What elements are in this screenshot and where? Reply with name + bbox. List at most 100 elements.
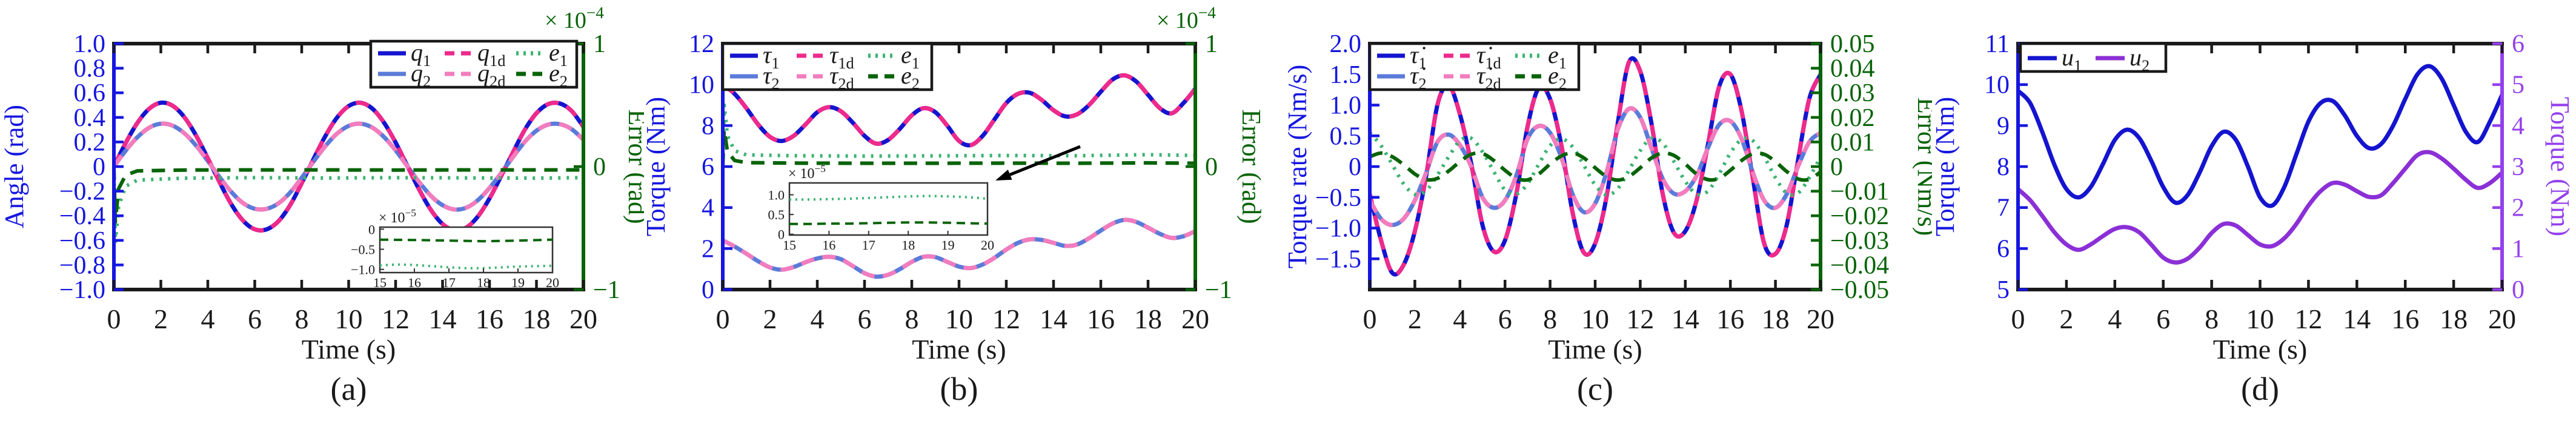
right-axis-label: Error (Nm/s) — [1912, 98, 1932, 236]
x-tick-label: 10 — [1581, 303, 1609, 334]
right-tick-label: 3 — [2512, 153, 2525, 181]
panel-b: 0 2 4 6 8 10 12 14 16 18 20 12 10 8 6 4 2 0 1 0 −1 Torque (Nm… — [644, 0, 1288, 421]
x-tick-label: 18 — [2440, 303, 2468, 334]
panel-c: 0 2 4 6 8 10 12 14 16 18 20 2.0 1.5 1.0 0.5 0 −0.5 −1.0 −1… — [1288, 0, 1932, 421]
x-tick-label: 20 — [1807, 303, 1834, 334]
x-tick-label: 8 — [905, 303, 919, 334]
x-tick-label: 20 — [2488, 303, 2516, 334]
inset-x-tick-label: 16 — [822, 237, 835, 253]
x-tick-label: 4 — [1453, 303, 1467, 334]
right-tick-label: 1 — [1205, 30, 1218, 58]
right-tick-label: −0.04 — [1830, 251, 1889, 279]
legend-label-main: e — [901, 62, 912, 89]
inset-x-tick-label: 18 — [901, 237, 915, 253]
left-tick-label: −1.5 — [1315, 245, 1361, 273]
panel-caption: (c) — [1577, 371, 1613, 407]
right-tick-label: 0 — [593, 153, 606, 181]
right-axis-offset: × 10−4 — [545, 4, 604, 33]
inset-x-tick-label: 15 — [373, 275, 387, 290]
legend-label-main: q — [411, 59, 423, 87]
panel-caption: (d) — [2241, 371, 2279, 407]
left-tick-label: 0.2 — [74, 128, 106, 156]
x-tick-label: 16 — [476, 303, 503, 334]
x-axis-label: Time (s) — [302, 334, 396, 365]
left-tick-label: 11 — [1985, 30, 2010, 58]
x-tick-label: 4 — [201, 303, 215, 334]
left-tick-label: 10 — [1984, 71, 2010, 99]
x-tick-label: 12 — [382, 303, 410, 334]
left-tick-label: 6 — [1997, 235, 2010, 263]
right-tick-label: −0.03 — [1830, 227, 1889, 255]
legend-label: u2 — [2130, 44, 2149, 75]
legend-label-main: e — [1548, 62, 1559, 89]
right-tick-label: 0.04 — [1830, 55, 1875, 83]
inset-series-e2-inset — [789, 221, 988, 225]
legend-label-sub: 1d — [490, 51, 505, 70]
left-tick-label: 12 — [689, 30, 714, 58]
legend-label-sub: 1 — [2074, 56, 2082, 75]
legend-label-sub: 2 — [771, 75, 779, 93]
left-tick-label: 5 — [1997, 276, 2010, 304]
legend-label: u1 — [2062, 44, 2082, 75]
legend-label-sub: 1 — [1559, 54, 1567, 72]
x-tick-label: 6 — [248, 303, 262, 334]
right-tick-label: 0.02 — [1830, 104, 1875, 132]
inset-offset-label-base: × 10 — [379, 210, 405, 226]
left-tick-label: 8 — [1997, 153, 2010, 181]
x-tick-label: 12 — [992, 303, 1020, 334]
x-tick-label: 14 — [1040, 303, 1067, 334]
right-tick-label: 0.03 — [1830, 79, 1875, 107]
inset-y-tick-label: 0 — [778, 227, 785, 242]
legend-label-main: e — [901, 41, 912, 68]
series-tau2d — [723, 217, 1195, 279]
right-tick-label: 1 — [593, 30, 606, 58]
x-tick-label: 10 — [945, 303, 973, 334]
left-tick-label: 1.5 — [1330, 61, 1362, 89]
x-tick-label: 16 — [2391, 303, 2419, 334]
left-tick-label: 0 — [702, 276, 714, 304]
legend-label-sub: 2 — [1559, 75, 1567, 93]
series-e2 — [114, 166, 583, 224]
right-tick-label: −0.01 — [1830, 178, 1889, 206]
legend: u1 u2 — [2019, 42, 2168, 75]
series-e1 — [1370, 131, 1821, 197]
x-tick-label: 12 — [2294, 303, 2322, 334]
legend-label: τ2 — [763, 62, 780, 93]
legend-label: τ1 — [763, 41, 780, 72]
legend-label-sub: 1 — [912, 54, 920, 72]
inset-series-e1-inset — [379, 263, 553, 270]
left-tick-label: 7 — [1997, 194, 2010, 222]
x-tick-label: 12 — [1626, 303, 1654, 334]
series-u2 — [2018, 150, 2502, 265]
series-e1 — [114, 166, 583, 245]
right-tick-label: 2 — [2512, 194, 2525, 222]
inset-y-tick-label: −1.0 — [351, 262, 375, 277]
right-tick-label: −0.05 — [1830, 276, 1889, 304]
legend-label-sub: 1 — [423, 51, 431, 70]
left-tick-label: 1.0 — [74, 30, 106, 58]
legend-label-main: u — [2130, 44, 2142, 71]
left-tick-label: −1.0 — [59, 276, 105, 304]
x-tick-label: 0 — [107, 303, 121, 334]
x-tick-label: 0 — [2011, 303, 2025, 334]
inset-offset-label: × 10−5 — [788, 163, 826, 182]
inset-x-tick-label: 19 — [511, 275, 525, 290]
legend-label-main: u — [2062, 44, 2074, 71]
inset-x-tick-label: 18 — [477, 275, 490, 290]
x-tick-label: 14 — [1671, 303, 1699, 334]
x-tick-label: 18 — [523, 303, 551, 334]
left-tick-label: −1.0 — [1315, 215, 1361, 243]
right-tick-label: 0.05 — [1830, 30, 1875, 58]
legend-label: τ1d — [829, 41, 854, 72]
left-tick-label: 0.5 — [1330, 122, 1362, 150]
left-tick-label: 0 — [1349, 153, 1361, 181]
left-tick-label: −0.4 — [59, 202, 105, 230]
left-tick-label: 8 — [702, 112, 714, 140]
inset-x-tick-label: 19 — [941, 237, 955, 253]
inset-y-tick-label: 1.0 — [768, 188, 785, 203]
right-tick-label: −1 — [1205, 276, 1232, 304]
x-tick-label: 0 — [716, 303, 730, 334]
legend-label-sub: 2d — [1485, 75, 1501, 93]
inset-x-tick-label: 16 — [408, 275, 421, 290]
legend-box — [721, 42, 934, 91]
